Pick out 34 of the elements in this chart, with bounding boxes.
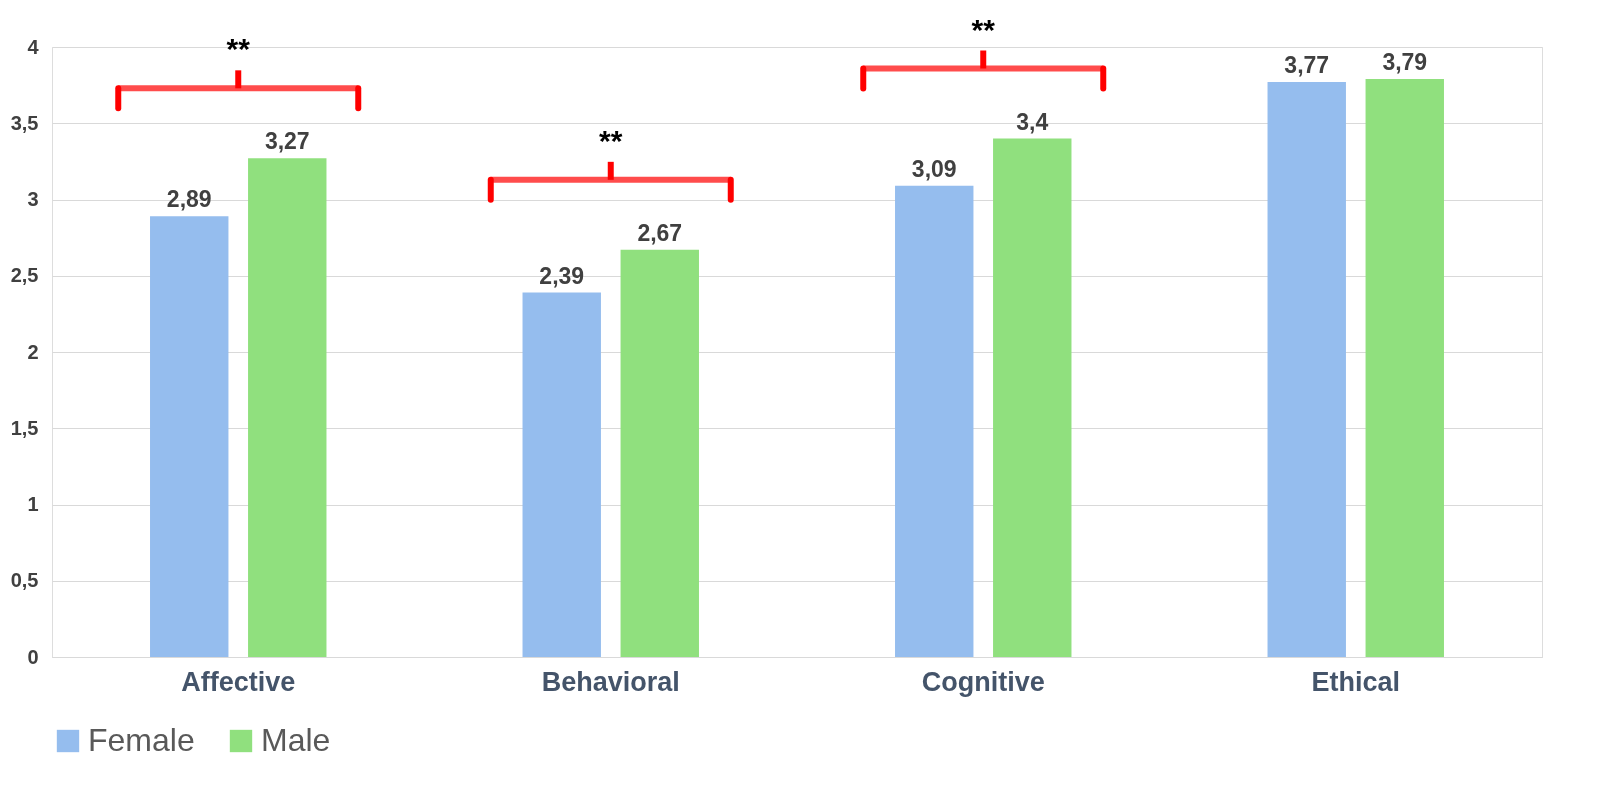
bar [522,292,601,657]
y-tick-label: 3 [27,188,39,210]
x-tick-label: Cognitive [921,666,1045,697]
y-tick-label: 2,5 [10,264,39,287]
annotation: ** [226,32,251,66]
data-label: 3,4 [1016,108,1049,135]
data-label: 2,39 [539,262,585,289]
bar [1365,79,1444,657]
y-tick-label: 1 [27,493,39,515]
bar [150,216,229,657]
bar [993,138,1072,657]
y-tick-label: 3,5 [10,111,39,134]
bar [1267,82,1346,657]
bar [620,249,699,657]
y-tick-label: 4 [27,35,40,58]
data-label: 2,89 [166,186,212,213]
data-label: 3,77 [1284,52,1330,79]
y-tick-label: 0,5 [10,569,39,592]
x-tick-label: Ethical [1311,666,1401,697]
data-label: 3,09 [911,155,957,182]
y-tick-label: 2 [27,340,39,363]
data-label: 3,79 [1382,49,1428,76]
text: ** [971,12,996,46]
data-label: 3,27 [264,128,310,155]
y-tick-label: 0 [27,645,39,668]
legend-label: Female [88,722,195,758]
bar [248,158,327,657]
bar [895,185,974,657]
x-tick-label: Behavioral [541,666,680,697]
data-label: 2,67 [637,219,683,246]
x-tick-label: Affective [181,666,296,697]
y-tick-label: 1,5 [10,416,39,439]
annotation: ** [599,123,623,157]
legend-label: Male [261,722,331,758]
